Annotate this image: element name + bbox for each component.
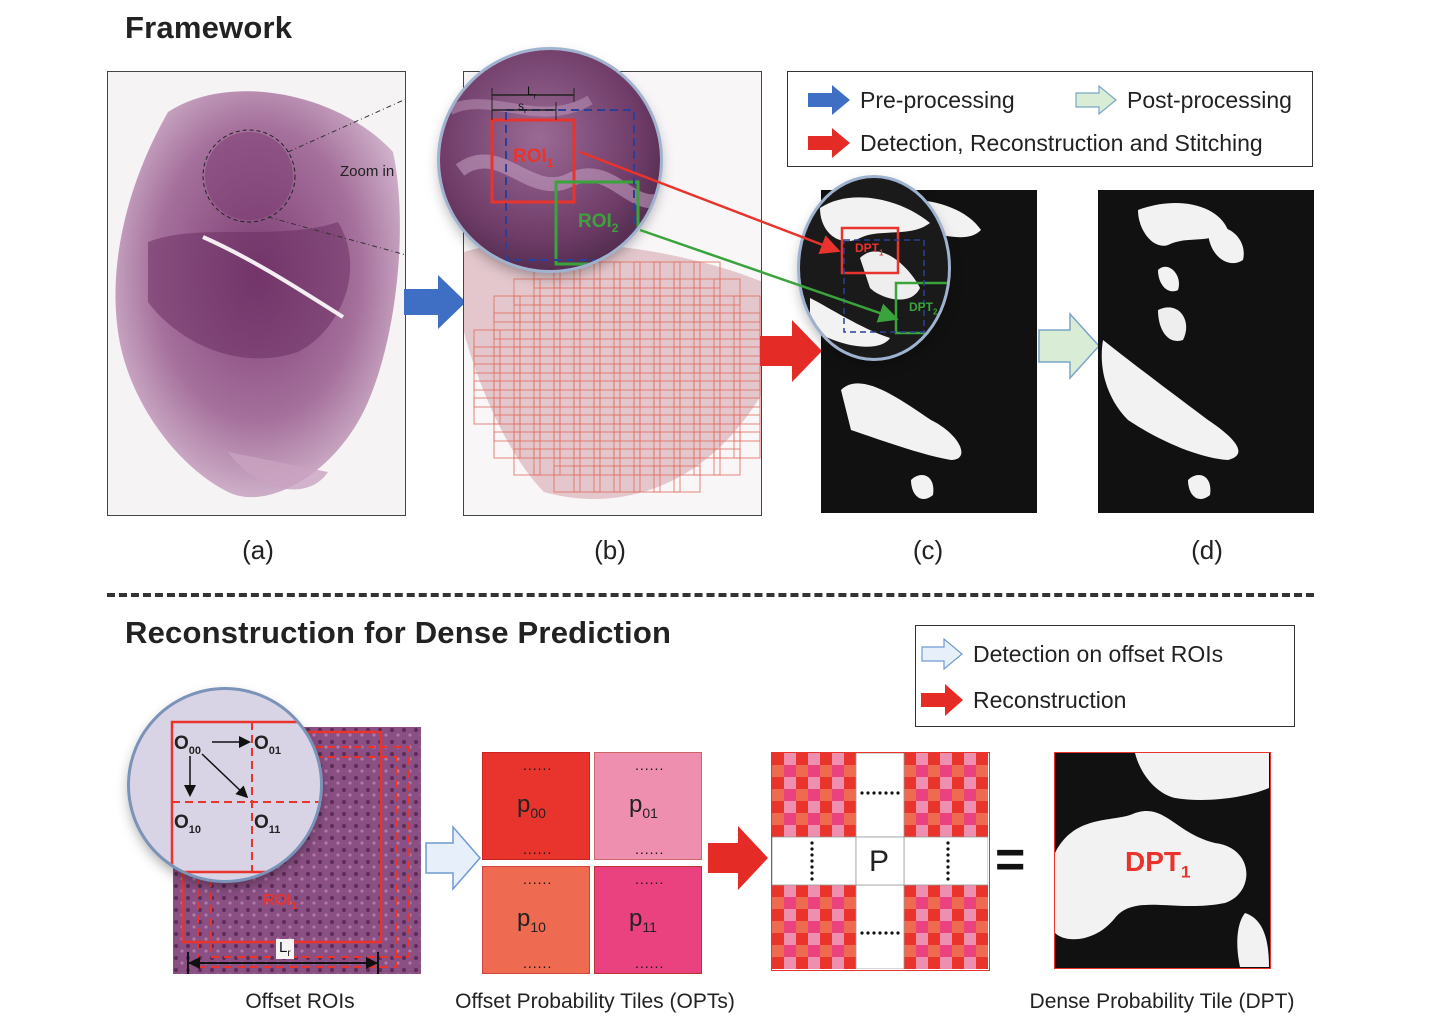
pre-processing-arrow [404, 275, 466, 329]
dpt1-label: DPT1 [855, 241, 884, 258]
dpt2-label: DPT2 [909, 300, 938, 317]
tile-p11: p11 ...... ...... [594, 866, 702, 974]
section-divider [107, 593, 1314, 597]
zoom-label: Zoom in [340, 163, 395, 180]
legend-detection: Detection, Reconstruction and Stitching [808, 128, 1263, 158]
red-arrow-icon [921, 684, 963, 716]
lr-label: Lr [527, 84, 537, 101]
o11-label: O11 [254, 812, 281, 836]
caption-dpt: Dense Probability Tile (DPT) [1029, 990, 1295, 1013]
dpt-result: DPT1 [1054, 752, 1271, 969]
dpt1-result-label: DPT1 [1125, 846, 1191, 882]
caption-opts: Offset Probability Tiles (OPTs) [455, 990, 735, 1013]
label-a: (a) [242, 535, 274, 565]
o10-label: O10 [174, 812, 202, 836]
lr-dimension [187, 952, 379, 974]
legend-detection-offset: Detection on offset ROIs [921, 638, 1223, 670]
tile-p01: p01 ...... ...... [594, 752, 702, 860]
detection-arrow-1 [760, 320, 822, 382]
label-c: (c) [912, 535, 944, 565]
tile-p10: p10 ...... ...... [482, 866, 590, 974]
reconstruction-legend: Detection on offset ROIs Reconstruction [915, 625, 1295, 727]
sr-label: sr [518, 99, 527, 116]
zoom-circle [202, 129, 296, 223]
roi1-box [490, 118, 576, 204]
legend-post-processing: Post-processing [1075, 85, 1292, 115]
zoom-magnifier [440, 50, 660, 270]
offset-magnifier: O00 O01 O10 O11 [130, 690, 320, 880]
light-blue-arrow-icon [921, 638, 963, 670]
lr-bottom-label: Lr [276, 939, 294, 959]
framework-title: Framework [125, 10, 293, 45]
green-arrow-icon [1075, 85, 1117, 115]
framework-legend: Pre-processing Post-processing Detection… [787, 71, 1313, 167]
post-processing-arrow [1038, 312, 1100, 380]
blue-arrow-icon [808, 85, 850, 115]
roi2-label: ROI2 [578, 211, 619, 235]
caption-offset-rois: Offset ROIs [245, 990, 355, 1013]
reconstruction-title: Reconstruction for Dense Prediction [125, 615, 672, 650]
tile-p00: p00 ...... ...... [482, 752, 590, 860]
legend-reconstruction: Reconstruction [921, 684, 1126, 716]
p-label: P [869, 845, 890, 878]
roi1-bottom-label: ROI1 [263, 892, 298, 913]
o00-label: O00 [174, 733, 202, 757]
label-d: (d) [1191, 535, 1223, 565]
o01-label: O01 [254, 733, 282, 757]
panel-a-slide: Zoom in [107, 71, 406, 516]
roi1-label: ROI1 [513, 146, 554, 170]
equals-sign: = [995, 831, 1026, 889]
detection-offset-arrow [425, 825, 481, 891]
red-arrow-icon [808, 128, 850, 158]
reconstruction-arrow [708, 826, 768, 890]
reconstructed-p-grid: P [771, 752, 990, 971]
legend-pre-processing: Pre-processing [808, 85, 1015, 115]
panel-c-magnifier [800, 178, 948, 358]
roi-to-dpt-arrows [579, 150, 899, 323]
label-b: (b) [594, 535, 626, 565]
panel-d-final-map [1098, 190, 1314, 513]
